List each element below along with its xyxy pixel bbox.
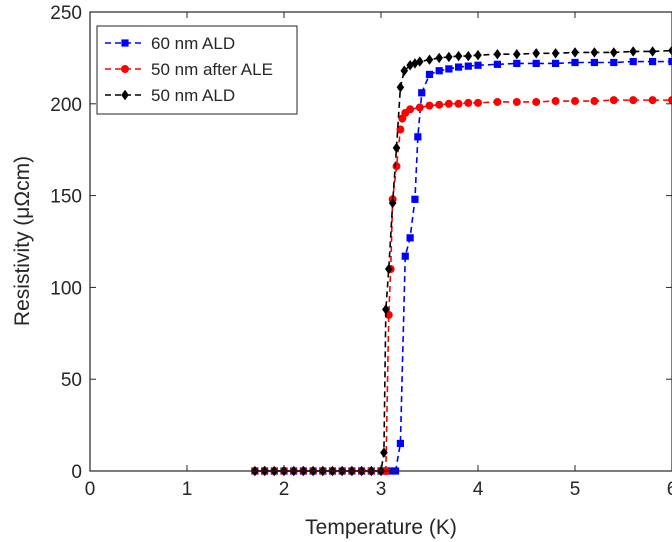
- x-tick-label: 6: [667, 479, 672, 500]
- data-point: [414, 133, 422, 141]
- data-point: [464, 62, 472, 70]
- y-tick-label: 50: [61, 370, 82, 391]
- data-point: [380, 447, 388, 458]
- data-point: [668, 57, 672, 66]
- data-point: [425, 70, 434, 79]
- data-point: [455, 63, 463, 71]
- data-point: [392, 142, 401, 154]
- data-point: [668, 45, 672, 56]
- data-point: [435, 52, 443, 64]
- data-point: [571, 97, 579, 106]
- data-point: [454, 50, 463, 62]
- data-point: [532, 59, 540, 68]
- data-point: [382, 304, 390, 315]
- x-axis-label: Temperature (K): [305, 516, 457, 539]
- legend-label: 50 nm after ALE: [151, 60, 273, 79]
- data-point: [609, 96, 618, 105]
- data-point: [590, 97, 599, 106]
- data-point: [648, 46, 657, 57]
- x-tick-label: 0: [85, 479, 96, 500]
- data-point: [513, 49, 521, 60]
- data-point: [406, 234, 414, 242]
- y-tick-label: 100: [50, 278, 82, 299]
- data-point: [435, 67, 443, 75]
- data-point: [571, 58, 579, 67]
- data-point: [629, 46, 637, 57]
- data-point: [464, 50, 473, 62]
- data-point: [406, 105, 415, 114]
- data-point: [411, 195, 419, 203]
- data-point: [464, 98, 473, 107]
- data-point: [384, 263, 393, 275]
- data-point: [474, 98, 482, 107]
- data-point: [392, 162, 401, 171]
- data-point: [649, 57, 657, 66]
- axes-layer: 0 1 2 3 4 5 6 0 50 100 150 200 250: [50, 3, 672, 500]
- data-point: [474, 49, 482, 61]
- data-point: [532, 48, 540, 59]
- data-point: [610, 47, 618, 58]
- data-point: [648, 96, 657, 105]
- data-point: [425, 101, 434, 110]
- data-point: [388, 197, 397, 209]
- data-point: [493, 60, 501, 68]
- data-point: [610, 58, 618, 67]
- legend-entry: 60 nm ALD: [105, 34, 235, 53]
- data-point: [551, 48, 560, 59]
- legend-entry: 50 nm after ALE: [105, 60, 273, 79]
- data-point: [444, 99, 453, 108]
- data-point: [396, 439, 404, 448]
- legend-label: 60 nm ALD: [151, 34, 235, 53]
- data-point: [532, 97, 541, 106]
- data-point: [551, 97, 560, 106]
- data-point: [415, 103, 424, 112]
- x-tick-label: 3: [376, 479, 387, 500]
- data-point: [571, 47, 579, 58]
- data-point: [445, 65, 453, 73]
- y-tick-label: 200: [50, 95, 82, 116]
- data-point: [590, 58, 598, 67]
- legend-marker: [121, 89, 129, 101]
- data-point: [493, 49, 502, 60]
- legend-entry: 50 nm ALD: [105, 86, 235, 105]
- legend: 60 nm ALD 50 nm after ALE 50 nm ALD: [96, 25, 298, 115]
- data-point: [552, 59, 560, 68]
- data-point: [400, 65, 409, 76]
- data-point: [435, 100, 444, 109]
- data-point: [406, 60, 414, 71]
- data-point: [411, 58, 419, 69]
- x-tick-label: 4: [473, 479, 484, 500]
- x-tick-label: 5: [570, 479, 581, 500]
- data-point: [513, 59, 521, 68]
- data-point: [425, 54, 434, 65]
- data-point: [418, 89, 426, 97]
- y-axis-label: Resistivity (μΩcm): [11, 156, 34, 326]
- y-tick-label: 150: [50, 187, 82, 208]
- data-point: [629, 57, 637, 66]
- data-point: [401, 252, 409, 260]
- data-point: [445, 51, 453, 63]
- data-point: [474, 61, 482, 69]
- data-point: [629, 96, 638, 105]
- data-point: [493, 97, 502, 106]
- legend-marker: [121, 39, 129, 47]
- legend-box: [96, 25, 298, 115]
- y-tick-label: 250: [50, 3, 82, 24]
- legend-marker: [121, 65, 129, 73]
- data-point: [416, 56, 424, 67]
- x-tick-label: 2: [279, 479, 290, 500]
- data-point: [590, 47, 599, 58]
- data-point: [512, 97, 521, 106]
- data-point: [668, 96, 672, 105]
- y-tick-label: 0: [71, 462, 82, 483]
- x-tick-label: 1: [182, 479, 193, 500]
- legend-label: 50 nm ALD: [151, 86, 235, 105]
- data-point: [396, 82, 405, 93]
- data-point: [454, 99, 463, 108]
